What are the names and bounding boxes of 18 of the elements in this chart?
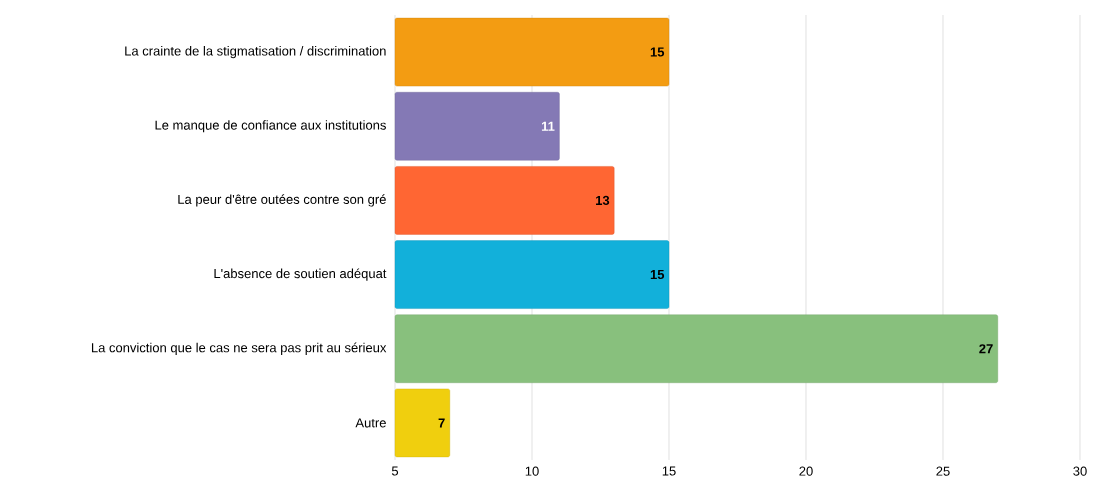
data-label: 7 xyxy=(438,418,445,428)
data-label: 15 xyxy=(650,270,665,280)
data-label: 11 xyxy=(541,121,555,131)
x-tick-label: 15 xyxy=(662,466,676,476)
data-label: 15 xyxy=(650,47,665,57)
x-tick-label: 20 xyxy=(799,466,813,476)
x-tick-label: 10 xyxy=(525,466,539,476)
y-tick-label: Autre xyxy=(355,418,386,428)
y-tick-label: La peur d'être outées contre son gré xyxy=(178,194,386,207)
y-tick-label: Le manque de confiance aux institutions xyxy=(155,120,386,133)
data-label: 13 xyxy=(596,195,610,206)
x-tick-label: 30 xyxy=(1073,466,1087,476)
y-tick-label: La crainte de la stigmatisation / discrimination xyxy=(125,46,386,59)
data-label: 27 xyxy=(979,344,993,354)
y-tick-label: La conviction que le cas ne sera pas prit au sérieux xyxy=(91,342,387,355)
x-tick-label: 5 xyxy=(391,466,399,476)
x-tick-label: 25 xyxy=(936,466,950,476)
y-tick-label: L'absence de soutien adéquat xyxy=(214,268,387,281)
